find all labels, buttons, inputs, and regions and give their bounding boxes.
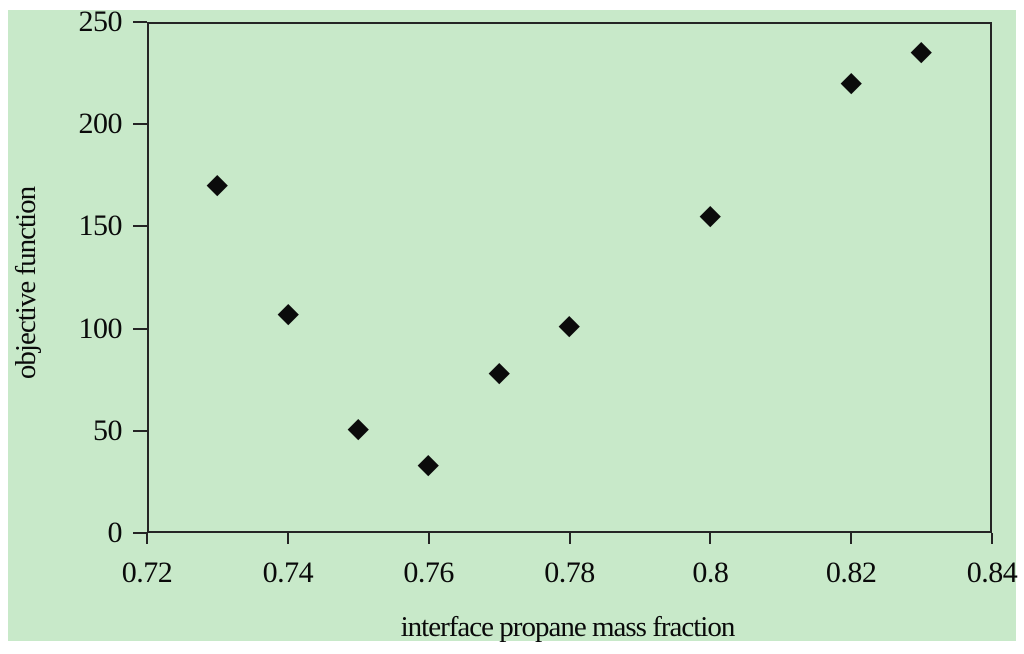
y-axis-tick (133, 429, 147, 432)
y-tick-label: 0 (107, 516, 123, 549)
x-axis-tick (427, 533, 430, 544)
y-axis-tick (133, 21, 147, 23)
x-axis-title: interface propane mass fraction (400, 611, 736, 643)
y-axis-tick (133, 225, 147, 228)
x-axis-tick (568, 533, 571, 544)
y-tick-label: 200 (78, 107, 123, 141)
y-tick-label: 100 (78, 311, 123, 345)
x-axis-tick (146, 533, 148, 544)
x-axis-tick (991, 533, 993, 544)
x-tick-label: 0.82 (825, 556, 877, 589)
y-axis-tick (133, 123, 147, 126)
x-tick-label: 0.74 (262, 556, 314, 589)
x-axis-tick (709, 533, 712, 544)
x-tick-label: 0.78 (544, 556, 595, 589)
y-axis-title: objective function (10, 186, 42, 379)
y-tick-label: 50 (93, 413, 123, 447)
x-tick-label: 0.8 (692, 556, 729, 589)
y-tick-label: 250 (78, 5, 123, 38)
plot-area (147, 22, 992, 533)
chart-area: objective function interface propane mas… (8, 6, 1018, 643)
x-axis-tick (286, 533, 289, 544)
y-tick-label: 150 (78, 209, 123, 243)
x-tick-label: 0.72 (121, 556, 173, 589)
x-axis-tick (850, 533, 853, 544)
y-axis-tick (133, 532, 147, 534)
x-tick-label: 0.84 (966, 556, 1018, 589)
y-axis-tick (133, 327, 147, 330)
x-tick-label: 0.76 (403, 556, 454, 589)
